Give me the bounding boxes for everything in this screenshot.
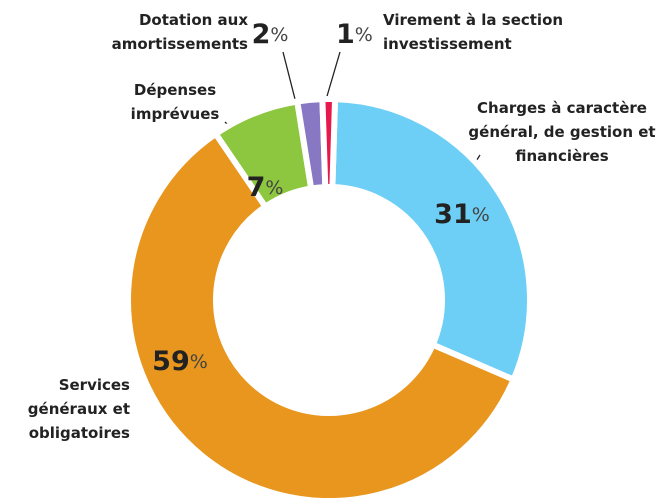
value-label: 2%: [252, 19, 289, 50]
value-unit: %: [355, 24, 373, 46]
category-label: Services généraux et obligatoires: [27, 376, 130, 442]
category-label: Virement à la section investissement: [383, 11, 564, 53]
leader-line: [324, 51, 341, 104]
donut-segment: [319, 96, 339, 191]
category-label: Dotation aux amortissements: [111, 11, 248, 53]
value-number: 1: [336, 19, 355, 50]
donut-segment: [125, 129, 518, 498]
donut-segment: [329, 95, 533, 384]
value-unit: %: [472, 204, 490, 226]
category-label: Dépenses imprévues: [130, 81, 220, 123]
value-unit: %: [190, 351, 208, 373]
value-unit: %: [265, 177, 283, 199]
value-label: 31%: [434, 199, 490, 230]
value-number: 7: [247, 172, 266, 203]
value-label: 1%: [336, 19, 373, 50]
category-label: Charges à caractère général, de gestion …: [468, 99, 656, 165]
value-label: 59%: [152, 346, 208, 377]
value-number: 2: [252, 19, 271, 50]
leader-line: [282, 51, 297, 104]
value-label: 7%: [247, 172, 284, 203]
value-unit: %: [270, 24, 288, 46]
value-number: 31: [434, 199, 472, 230]
value-number: 59: [152, 346, 190, 377]
